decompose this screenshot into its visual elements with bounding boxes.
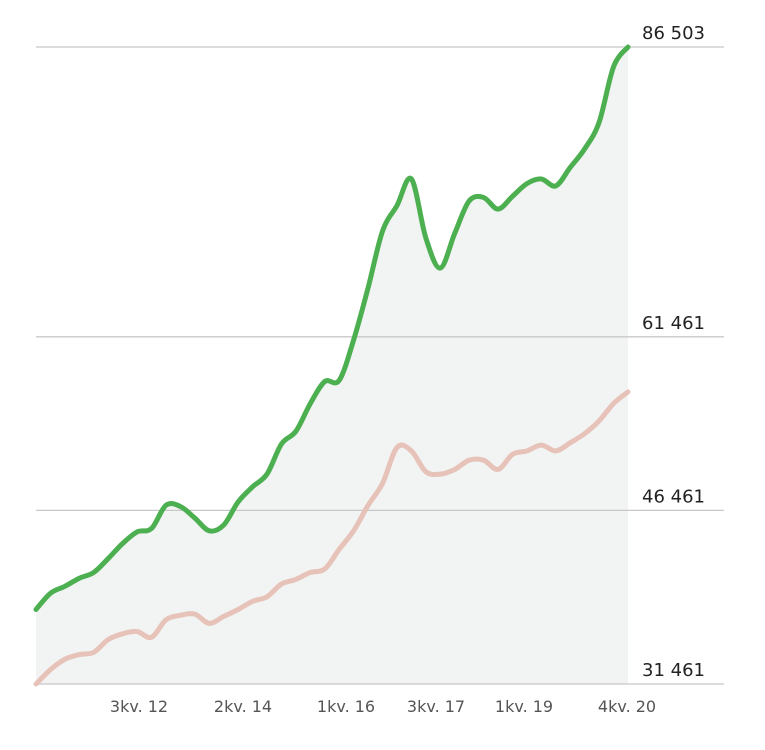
area-fill bbox=[36, 47, 628, 684]
x-tick-label: 3kv. 17 bbox=[407, 697, 465, 716]
x-tick-label: 4kv. 20 bbox=[598, 697, 656, 716]
y-tick-label: 61 461 bbox=[642, 313, 705, 334]
label-layer: 31 461 46 461 61 461 86 503 3kv. 12 2kv. 14 1k… bbox=[110, 23, 705, 716]
x-tick-label: 1kv. 19 bbox=[495, 697, 553, 716]
area-layer bbox=[36, 47, 628, 684]
x-tick-label: 2kv. 14 bbox=[214, 697, 272, 716]
y-tick-label: 46 461 bbox=[642, 486, 705, 507]
x-tick-label: 3kv. 12 bbox=[110, 697, 168, 716]
series-layer bbox=[33, 44, 631, 687]
series-line-lower bbox=[33, 389, 631, 687]
series-line-upper bbox=[33, 44, 631, 612]
y-tick-label: 86 503 bbox=[642, 23, 705, 44]
grid-layer bbox=[36, 46, 724, 685]
y-tick-label: 31 461 bbox=[642, 660, 705, 681]
x-tick-label: 1kv. 16 bbox=[317, 697, 375, 716]
